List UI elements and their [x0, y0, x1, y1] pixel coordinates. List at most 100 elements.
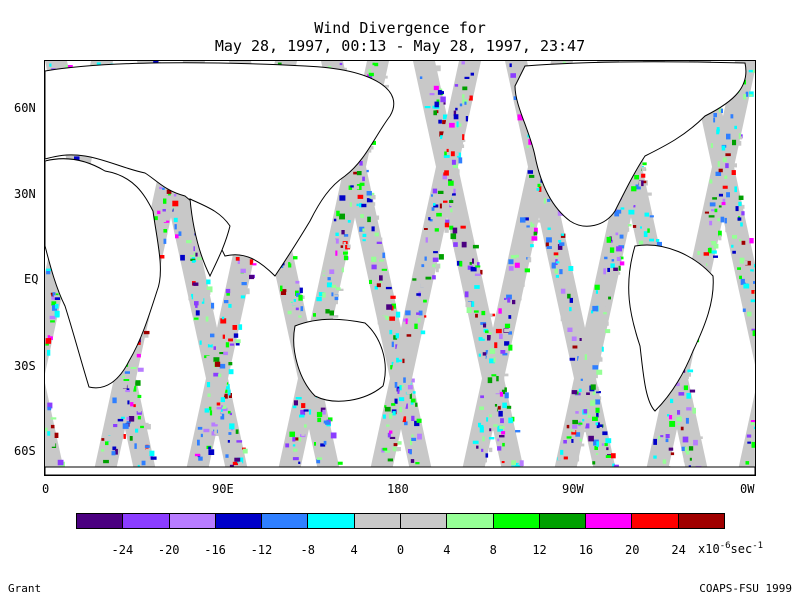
divergence-sample: [235, 257, 240, 261]
divergence-sample: [54, 297, 60, 300]
divergence-sample: [132, 357, 137, 361]
colorbar-box-8: [447, 514, 494, 528]
divergence-sample: [459, 74, 463, 80]
divergence-sample: [489, 428, 492, 432]
divergence-sample: [159, 220, 162, 225]
divergence-sample: [420, 330, 426, 335]
divergence-sample: [228, 362, 233, 366]
divergence-sample: [414, 323, 418, 329]
divergence-sample: [207, 344, 213, 348]
divergence-sample: [482, 352, 487, 356]
divergence-sample: [559, 242, 565, 246]
divergence-sample: [500, 350, 506, 354]
divergence-sample: [526, 225, 530, 228]
divergence-sample: [516, 220, 521, 223]
divergence-sample: [220, 408, 223, 412]
divergence-sample: [361, 203, 367, 208]
divergence-sample: [725, 153, 731, 157]
divergence-sample: [724, 175, 728, 179]
divergence-sample: [721, 202, 726, 206]
colorbar-box-4: [262, 514, 309, 528]
divergence-sample: [735, 206, 739, 212]
divergence-sample: [428, 217, 431, 221]
divergence-sample: [300, 409, 306, 416]
divergence-sample: [384, 406, 391, 412]
divergence-sample: [293, 400, 298, 406]
divergence-sample: [206, 355, 213, 362]
divergence-sample: [483, 382, 486, 387]
divergence-sample: [742, 204, 745, 209]
divergence-sample: [424, 256, 427, 261]
divergence-sample: [712, 197, 717, 200]
divergence-sample: [338, 288, 344, 291]
continents: [45, 61, 755, 475]
divergence-sample: [585, 414, 591, 418]
divergence-sample: [416, 312, 420, 315]
divergence-sample: [207, 393, 211, 397]
divergence-sample: [277, 62, 282, 66]
divergence-sample: [235, 270, 240, 275]
divergence-sample: [381, 315, 385, 319]
divergence-sample: [750, 299, 755, 303]
divergence-sample: [334, 294, 339, 301]
divergence-sample: [462, 99, 468, 104]
divergence-sample: [385, 286, 392, 290]
divergence-sample: [691, 419, 695, 423]
divergence-sample: [476, 301, 479, 305]
divergence-sample: [389, 383, 396, 387]
divergence-sample: [134, 443, 137, 449]
divergence-sample: [670, 398, 674, 404]
divergence-sample: [435, 127, 441, 133]
divergence-sample: [221, 316, 225, 320]
divergence-sample: [693, 439, 698, 446]
divergence-sample: [443, 102, 446, 105]
divergence-sample: [295, 280, 300, 284]
divergence-sample: [604, 248, 610, 253]
divergence-sample: [686, 450, 690, 455]
colorbar-units: x10-6sec-1: [698, 541, 764, 556]
divergence-sample: [584, 334, 587, 337]
divergence-sample: [594, 284, 600, 290]
divergence-sample: [504, 323, 511, 328]
divergence-sample: [222, 334, 225, 339]
divergence-sample: [595, 407, 600, 413]
divergence-sample: [366, 256, 371, 261]
divergence-sample: [578, 380, 583, 386]
divergence-sample: [53, 61, 58, 65]
divergence-sample: [619, 256, 624, 260]
divergence-sample: [369, 279, 372, 284]
colorbar: [76, 513, 725, 529]
divergence-sample: [455, 107, 458, 111]
divergence-sample: [359, 182, 365, 186]
divergence-sample: [384, 450, 391, 453]
divergence-sample: [509, 63, 512, 68]
divergence-sample: [668, 438, 672, 442]
divergence-sample: [362, 228, 365, 232]
divergence-sample: [135, 428, 139, 433]
divergence-sample: [478, 353, 481, 357]
divergence-sample: [208, 446, 211, 450]
divergence-sample: [198, 456, 203, 461]
divergence-sample: [290, 285, 295, 288]
divergence-sample: [508, 331, 512, 335]
divergence-sample: [521, 258, 525, 262]
divergence-sample: [432, 275, 436, 280]
divergence-sample: [166, 189, 172, 194]
divergence-sample: [518, 296, 522, 301]
divergence-sample: [608, 296, 611, 300]
divergence-sample: [469, 297, 476, 301]
divergence-sample: [52, 305, 58, 311]
divergence-sample: [697, 250, 700, 255]
divergence-sample: [170, 189, 177, 196]
divergence-sample: [389, 316, 395, 321]
divergence-sample: [740, 222, 743, 227]
divergence-sample: [330, 239, 336, 245]
divergence-sample: [533, 208, 538, 211]
divergence-sample: [221, 405, 227, 409]
divergence-sample: [745, 260, 751, 266]
divergence-sample: [45, 338, 52, 344]
map-title-line2: May 28, 1997, 00:13 - May 28, 1997, 23:4…: [214, 37, 586, 55]
divergence-sample: [228, 369, 234, 375]
divergence-sample: [382, 447, 388, 451]
divergence-sample: [500, 300, 503, 304]
